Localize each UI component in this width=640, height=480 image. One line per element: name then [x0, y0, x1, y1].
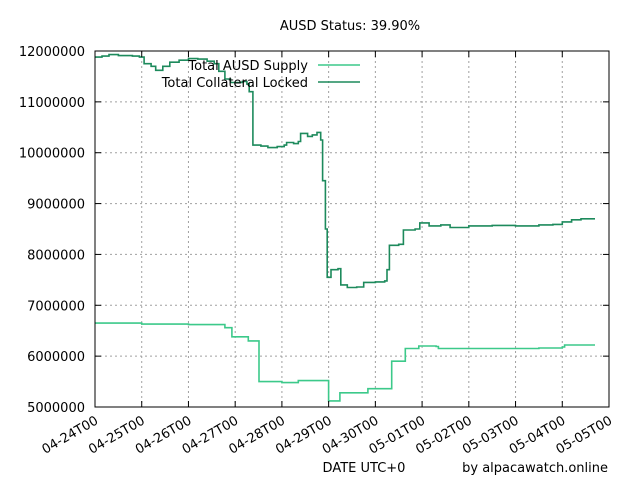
series-line-0 — [95, 322, 595, 402]
series-lines — [95, 53, 595, 402]
legend-label-1: Total Collateral Locked — [161, 76, 308, 91]
legend-label-0: Total AUSD Supply — [187, 59, 308, 74]
credit-text: by alpacawatch.online — [462, 461, 608, 476]
y-tick-label: 10000000 — [19, 147, 85, 162]
y-tick-label: 8000000 — [27, 248, 85, 263]
series-line-1 — [95, 53, 595, 289]
y-tick-label: 7000000 — [27, 299, 85, 314]
y-tick-label: 11000000 — [19, 96, 85, 111]
y-axis: 5000000 6000000 7000000 8000000 9000000 10000… — [19, 45, 609, 416]
legend: Total AUSD Supply Total Collateral Locked — [161, 59, 360, 91]
y-tick-label: 5000000 — [27, 401, 85, 416]
y-tick-label: 12000000 — [19, 45, 85, 60]
x-axis-label: DATE UTC+0 — [323, 461, 406, 476]
grid — [95, 51, 609, 407]
chart-title: AUSD Status: 39.90% — [280, 19, 420, 34]
y-tick-label: 6000000 — [27, 350, 85, 365]
y-tick-label: 9000000 — [27, 198, 85, 213]
plot-area-frame — [94, 50, 610, 408]
